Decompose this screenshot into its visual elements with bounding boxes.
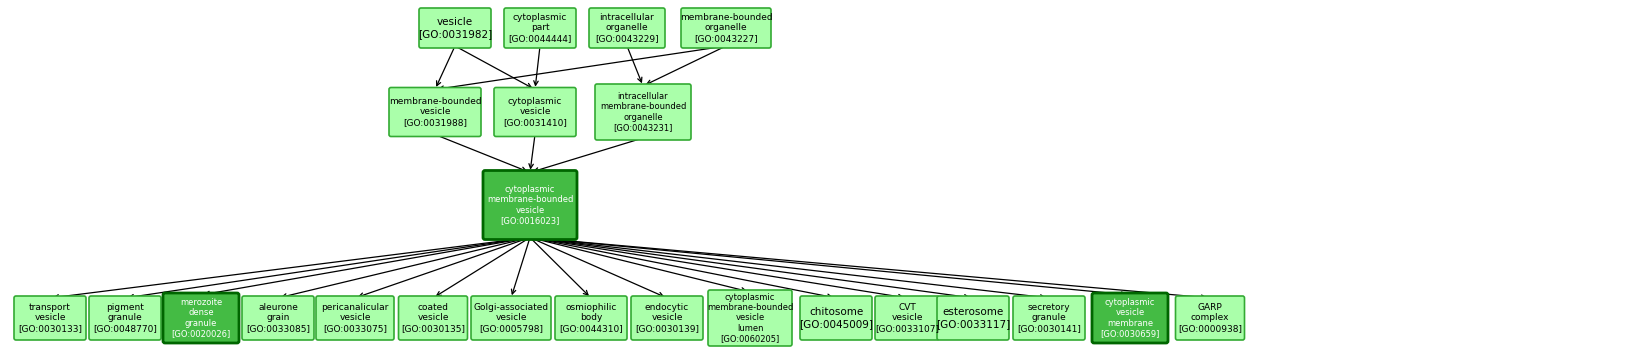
FancyBboxPatch shape xyxy=(399,296,468,340)
FancyBboxPatch shape xyxy=(483,171,577,240)
Text: esterosome
[GO:0033117]: esterosome [GO:0033117] xyxy=(937,307,1010,329)
FancyBboxPatch shape xyxy=(595,84,692,140)
FancyBboxPatch shape xyxy=(680,8,771,48)
FancyBboxPatch shape xyxy=(504,8,577,48)
Text: transport
vesicle
[GO:0030133]: transport vesicle [GO:0030133] xyxy=(18,303,82,333)
Text: intracellular
membrane-bounded
organelle
[GO:0043231]: intracellular membrane-bounded organelle… xyxy=(600,92,687,132)
FancyBboxPatch shape xyxy=(163,293,238,343)
Text: merozoite
dense
granule
[GO:0020026]: merozoite dense granule [GO:0020026] xyxy=(171,298,230,338)
Text: Golgi-associated
vesicle
[GO:0005798]: Golgi-associated vesicle [GO:0005798] xyxy=(473,303,549,333)
Text: cytoplasmic
membrane-bounded
vesicle
lumen
[GO:0060205]: cytoplasmic membrane-bounded vesicle lum… xyxy=(706,293,794,343)
Text: CVT
vesicle
[GO:0033107]: CVT vesicle [GO:0033107] xyxy=(876,303,940,333)
FancyBboxPatch shape xyxy=(1014,296,1084,340)
FancyBboxPatch shape xyxy=(419,8,491,48)
Text: pericanalicular
vesicle
[GO:0033075]: pericanalicular vesicle [GO:0033075] xyxy=(322,303,389,333)
Text: cytoplasmic
vesicle
membrane
[GO:0030659]: cytoplasmic vesicle membrane [GO:0030659… xyxy=(1101,298,1160,338)
FancyBboxPatch shape xyxy=(1093,293,1168,343)
FancyBboxPatch shape xyxy=(315,296,394,340)
Text: osmiophilic
body
[GO:0044310]: osmiophilic body [GO:0044310] xyxy=(559,303,623,333)
FancyBboxPatch shape xyxy=(15,296,85,340)
FancyBboxPatch shape xyxy=(242,296,314,340)
Text: membrane-bounded
organelle
[GO:0043227]: membrane-bounded organelle [GO:0043227] xyxy=(680,13,772,43)
Text: intracellular
organelle
[GO:0043229]: intracellular organelle [GO:0043229] xyxy=(595,13,659,43)
Text: cytoplasmic
vesicle
[GO:0031410]: cytoplasmic vesicle [GO:0031410] xyxy=(503,97,567,127)
FancyBboxPatch shape xyxy=(800,296,872,340)
Text: vesicle
[GO:0031982]: vesicle [GO:0031982] xyxy=(417,17,493,39)
FancyBboxPatch shape xyxy=(708,290,792,346)
Text: pigment
granule
[GO:0048770]: pigment granule [GO:0048770] xyxy=(94,303,158,333)
FancyBboxPatch shape xyxy=(389,88,481,136)
FancyBboxPatch shape xyxy=(937,296,1009,340)
Text: secretory
granule
[GO:0030141]: secretory granule [GO:0030141] xyxy=(1017,303,1081,333)
FancyBboxPatch shape xyxy=(631,296,703,340)
FancyBboxPatch shape xyxy=(89,296,161,340)
FancyBboxPatch shape xyxy=(588,8,665,48)
FancyBboxPatch shape xyxy=(1175,296,1244,340)
Text: coated
vesicle
[GO:0030135]: coated vesicle [GO:0030135] xyxy=(401,303,465,333)
FancyBboxPatch shape xyxy=(555,296,628,340)
FancyBboxPatch shape xyxy=(472,296,550,340)
Text: cytoplasmic
membrane-bounded
vesicle
[GO:0016023]: cytoplasmic membrane-bounded vesicle [GO… xyxy=(486,185,573,225)
Text: endocytic
vesicle
[GO:0030139]: endocytic vesicle [GO:0030139] xyxy=(634,303,698,333)
FancyBboxPatch shape xyxy=(495,88,577,136)
FancyBboxPatch shape xyxy=(876,296,940,340)
Text: cytoplasmic
part
[GO:0044444]: cytoplasmic part [GO:0044444] xyxy=(508,13,572,43)
Text: membrane-bounded
vesicle
[GO:0031988]: membrane-bounded vesicle [GO:0031988] xyxy=(389,97,481,127)
Text: chitosome
[GO:0045009]: chitosome [GO:0045009] xyxy=(798,307,872,329)
Text: GARP
complex
[GO:0000938]: GARP complex [GO:0000938] xyxy=(1178,303,1242,333)
Text: aleurone
grain
[GO:0033085]: aleurone grain [GO:0033085] xyxy=(246,303,311,333)
